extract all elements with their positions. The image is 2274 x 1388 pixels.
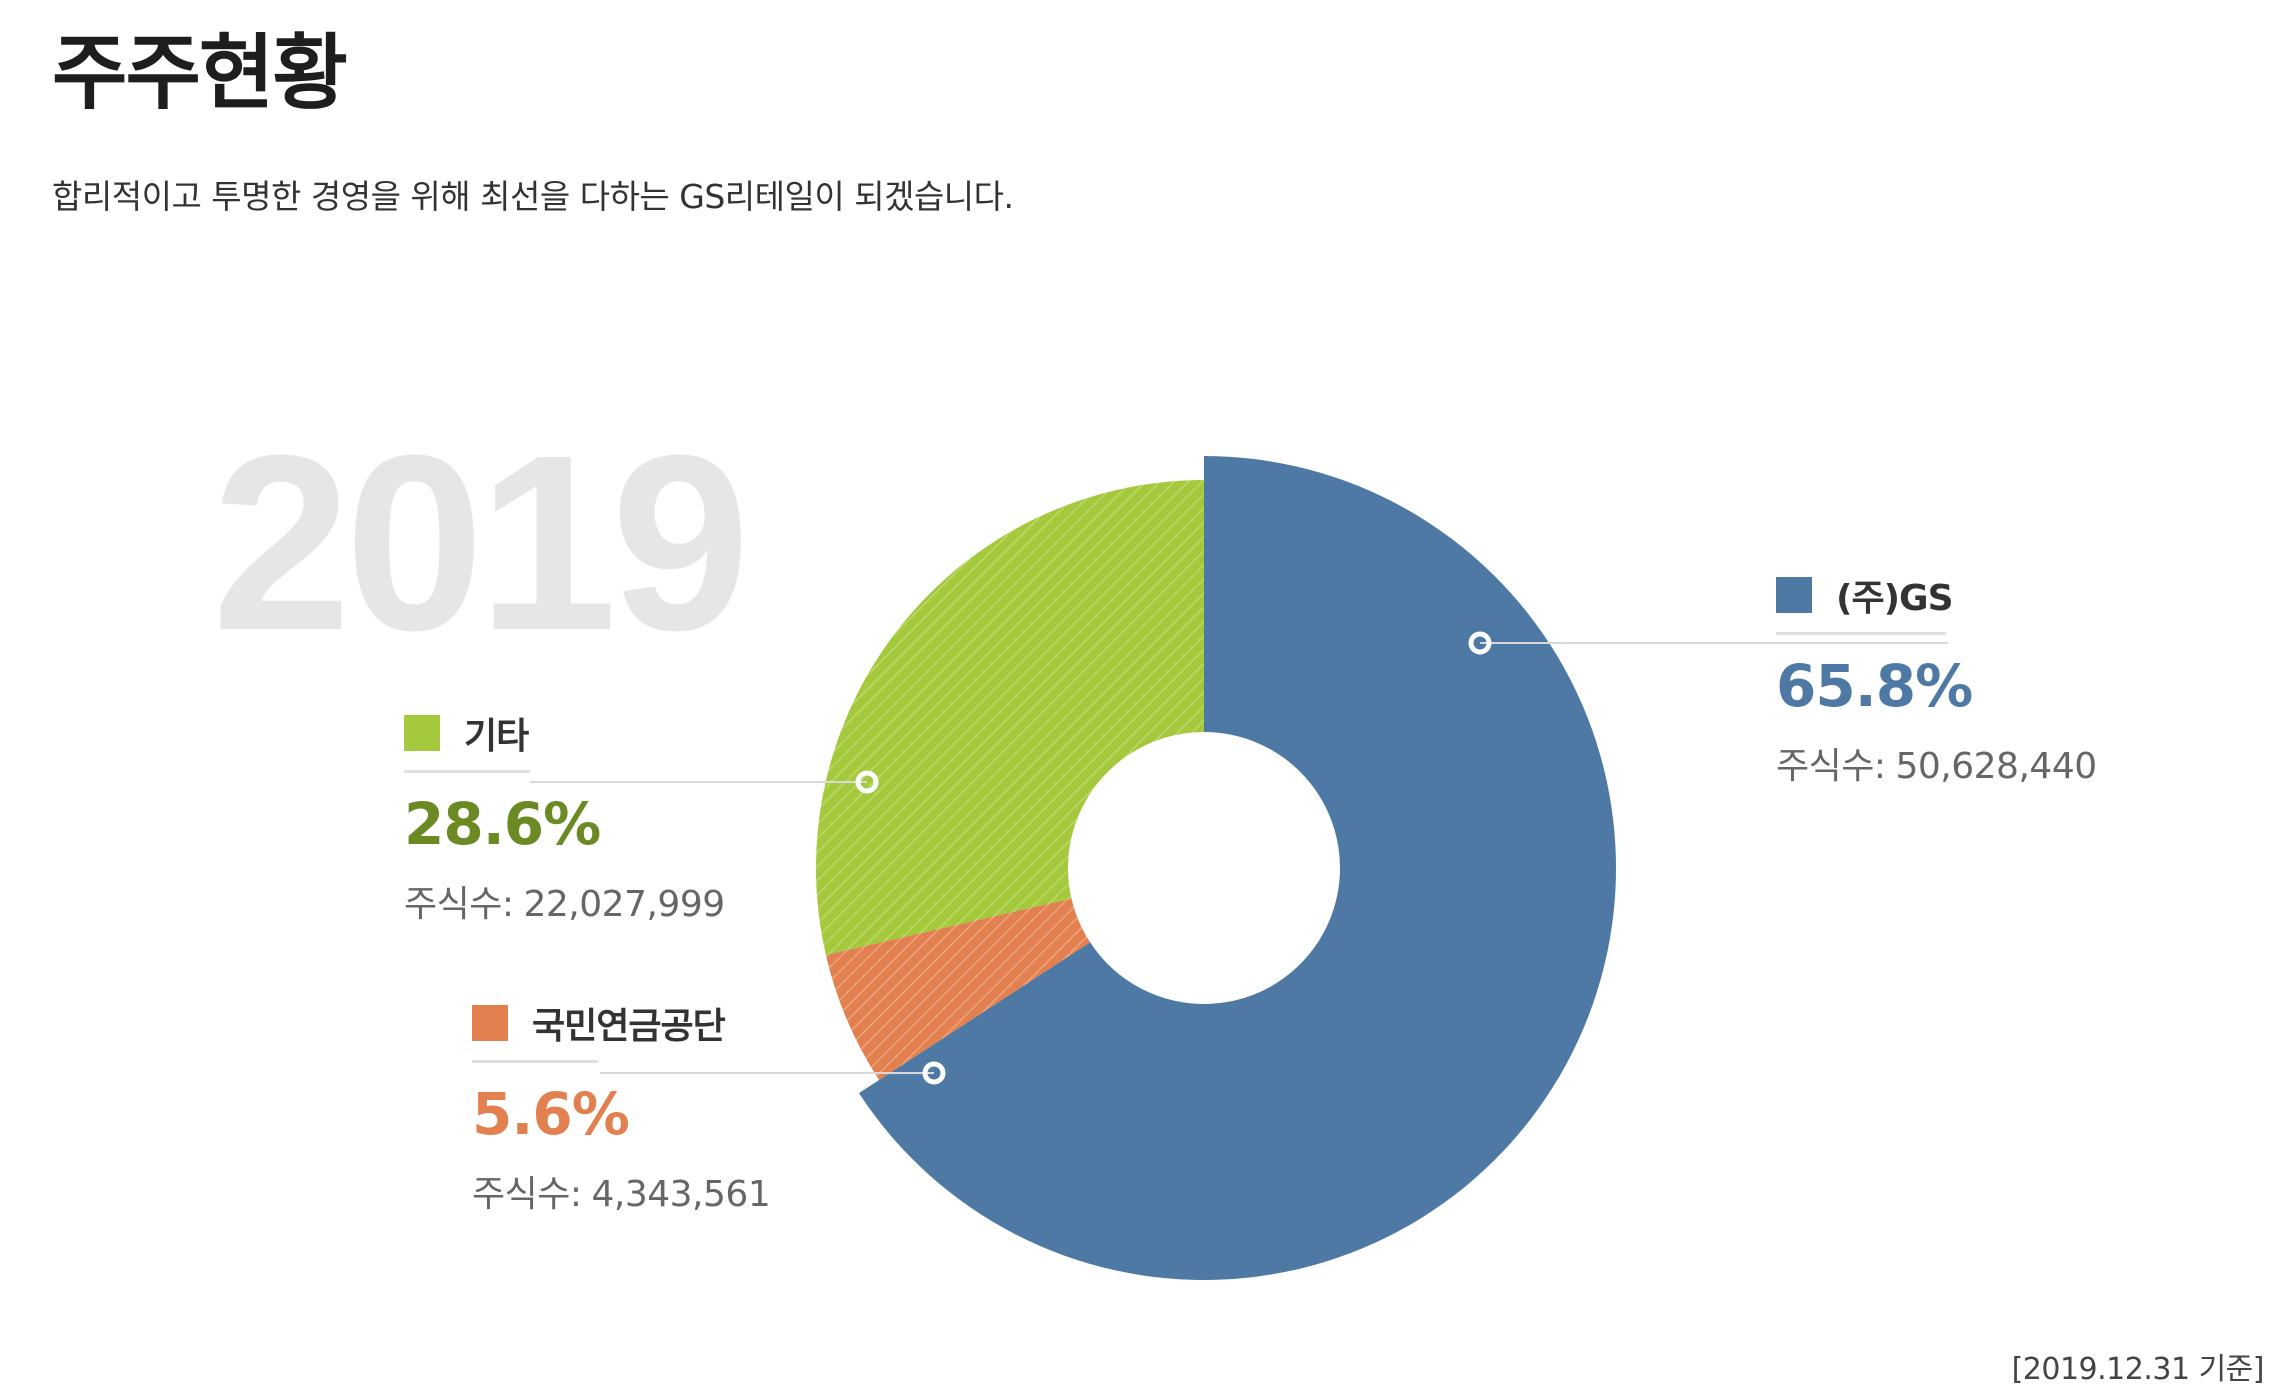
- shares-label: 주식수:: [404, 884, 514, 925]
- leader-etc-marker: [855, 770, 879, 794]
- legend-gs: (주)GS 65.8% 주식수: 50,628,440: [1776, 572, 2196, 789]
- legend-shares-etc: 주식수: 22,027,999: [404, 875, 824, 927]
- legend-rule-etc: [404, 770, 530, 773]
- legend-percent-etc: 28.6%: [404, 790, 601, 858]
- legend-shares-nps: 주식수: 4,343,561: [472, 1165, 892, 1217]
- slice-etc: [815, 480, 1204, 956]
- legend-label-etc: 기타: [464, 716, 529, 757]
- slice-gs: [858, 456, 1617, 1281]
- as-of-date: [2019.12.31 기준]: [2011, 1352, 2265, 1387]
- shares-label: 주식수:: [1776, 746, 1886, 787]
- page-subtitle: 합리적이고 투명한 경영을 위해 최선을 다하는 GS리테일이 되겠습니다.: [52, 177, 1014, 216]
- shares-value-nps: 4,343,561: [591, 1174, 771, 1215]
- legend-label-nps: 국민연금공단: [532, 1006, 726, 1047]
- leader-gs-marker: [1468, 631, 1492, 655]
- leader-nps-marker: [922, 1061, 946, 1085]
- slice-nps: [825, 898, 1091, 1081]
- legend-percent-gs: 65.8%: [1776, 652, 1973, 720]
- shares-value-gs: 50,628,440: [1895, 746, 2098, 787]
- legend-swatch-gs: [1776, 577, 1812, 613]
- year-watermark: 2019: [212, 403, 750, 682]
- legend-shares-gs: 주식수: 50,628,440: [1776, 737, 2196, 789]
- shares-value-etc: 22,027,999: [523, 884, 726, 925]
- legend-rule-nps: [472, 1060, 598, 1063]
- legend-swatch-nps: [472, 1005, 508, 1041]
- legend-swatch-etc: [404, 715, 440, 751]
- shares-label: 주식수:: [472, 1174, 582, 1215]
- legend-nps: 국민연금공단 5.6% 주식수: 4,343,561: [472, 1000, 892, 1217]
- legend-rule-gs: [1776, 632, 1946, 635]
- legend-percent-nps: 5.6%: [472, 1080, 630, 1148]
- page-title: 주주현황: [52, 26, 348, 121]
- legend-label-gs: (주)GS: [1836, 578, 1954, 619]
- legend-etc: 기타 28.6% 주식수: 22,027,999: [404, 710, 824, 927]
